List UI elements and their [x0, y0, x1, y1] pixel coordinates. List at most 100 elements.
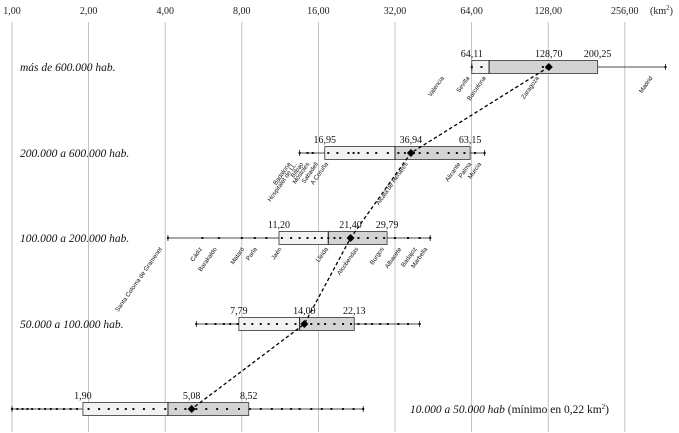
- data-point: [397, 152, 400, 154]
- city-label: Sevilla: [455, 75, 472, 94]
- box-lower-half: [471, 60, 490, 74]
- data-point: [480, 66, 483, 68]
- data-point: [330, 408, 333, 410]
- data-point: [107, 408, 110, 410]
- data-point: [240, 237, 243, 239]
- x-tick-label: 32,00: [384, 6, 407, 17]
- x-tick-label: 64,00: [460, 6, 483, 17]
- data-point: [267, 323, 270, 325]
- data-point: [333, 237, 336, 239]
- stat-label: 16,95: [314, 135, 337, 146]
- data-point: [290, 408, 293, 410]
- category-note-superscript: 2: [602, 403, 606, 411]
- city-label: Madrid: [638, 75, 655, 95]
- data-point: [429, 237, 432, 239]
- data-point: [386, 323, 389, 325]
- data-point: [251, 323, 254, 325]
- data-point: [132, 408, 135, 410]
- data-point: [280, 237, 283, 239]
- city-label: Valencia: [427, 75, 446, 99]
- data-point: [248, 408, 251, 410]
- data-point: [216, 408, 219, 410]
- data-point: [11, 408, 13, 410]
- boxes: [11, 60, 667, 416]
- data-point: [664, 66, 667, 68]
- stat-label: 64,11: [461, 49, 483, 60]
- data-point: [352, 152, 355, 154]
- data-point: [222, 323, 225, 325]
- stat-label: 29,79: [376, 220, 399, 231]
- category-label-text: 10.000 a 50.000 hab: [410, 404, 505, 416]
- data-point: [217, 237, 220, 239]
- unit-label-open: (km: [650, 6, 666, 17]
- data-point: [259, 323, 262, 325]
- data-point: [229, 323, 232, 325]
- data-point: [69, 408, 72, 410]
- city-label: Alcalá de Henares: [375, 161, 410, 206]
- x-axis-ticks: 1,00 2,00 4,00 8,00 16,00 32,00 64,00 128,00 256…: [3, 6, 638, 17]
- data-point: [327, 152, 330, 154]
- city-label: Alcobendas: [336, 246, 360, 277]
- data-point: [253, 237, 256, 239]
- data-point: [265, 237, 268, 239]
- data-point: [371, 323, 374, 325]
- data-point: [298, 408, 301, 410]
- unit-label: (km2): [650, 4, 673, 17]
- data-point: [195, 408, 198, 410]
- stat-label: 14,09: [293, 306, 316, 317]
- stat-label: 11,20: [268, 220, 290, 231]
- data-point: [375, 152, 378, 154]
- city-label: Burgos: [369, 246, 386, 266]
- data-point: [397, 323, 400, 325]
- data-point: [383, 237, 386, 239]
- mean-connector-line: [191, 66, 550, 410]
- data-point: [362, 408, 365, 410]
- data-point: [463, 152, 466, 154]
- data-point: [310, 408, 313, 410]
- category-label: más de 600.000 hab.: [20, 62, 116, 74]
- category-label: 100.000 a 200.000 hab.: [20, 233, 129, 245]
- x-tick-label: 8,00: [233, 6, 251, 17]
- data-point: [38, 408, 41, 410]
- data-point: [407, 237, 410, 239]
- stat-label: 7,79: [230, 306, 248, 317]
- data-point: [98, 408, 101, 410]
- category-label: 200.000 a 600.000 hab.: [20, 148, 129, 160]
- data-point: [195, 323, 198, 325]
- data-point: [311, 152, 314, 154]
- data-point: [313, 237, 316, 239]
- data-point: [116, 408, 119, 410]
- grid-lines: [11, 22, 626, 432]
- stat-label: 5,08: [183, 391, 201, 402]
- x-tick-label: 16,00: [307, 6, 330, 17]
- data-point: [55, 408, 58, 410]
- data-point: [386, 152, 389, 154]
- data-point: [142, 408, 145, 410]
- stat-label: 200,25: [584, 49, 612, 60]
- data-point: [324, 323, 327, 325]
- data-point: [483, 152, 486, 154]
- data-point: [226, 408, 229, 410]
- city-label: Albacete: [384, 246, 404, 270]
- data-point: [285, 323, 288, 325]
- x-tick-label: 256,00: [611, 6, 639, 17]
- data-point: [418, 152, 421, 154]
- category-label: 10.000 a 50.000 hab (mínimo en 0,22 km2): [410, 403, 609, 416]
- category-label-text: 100.000 a 200.000 hab.: [20, 233, 129, 245]
- data-point: [418, 237, 421, 239]
- box-upper-half: [167, 402, 250, 416]
- data-point: [310, 323, 313, 325]
- data-point: [357, 152, 360, 154]
- data-point: [201, 237, 204, 239]
- box-upper-half: [394, 146, 471, 160]
- data-point: [298, 237, 301, 239]
- data-point: [339, 237, 342, 239]
- data-point: [124, 408, 127, 410]
- x-tick-label: 1,00: [3, 6, 21, 17]
- data-point: [26, 408, 29, 410]
- city-label: Parla: [245, 246, 259, 262]
- data-point: [166, 237, 169, 239]
- data-point: [379, 323, 382, 325]
- data-point: [49, 408, 52, 410]
